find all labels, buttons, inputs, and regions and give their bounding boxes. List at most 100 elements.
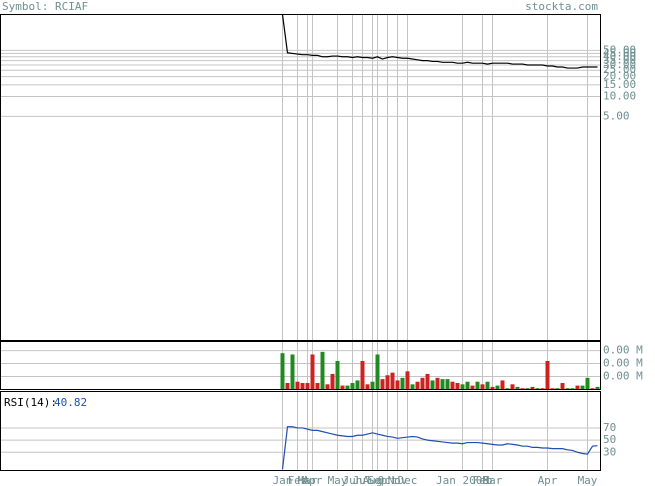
rsi-title: RSI(14):	[4, 396, 57, 409]
y-tick-label: 15.00	[603, 78, 636, 91]
y-tick-label: 25.00	[603, 63, 636, 76]
volume-bar	[565, 388, 570, 390]
volume-bar	[380, 379, 385, 390]
y-tick-label: 0.00 M	[603, 370, 643, 383]
volume-bar	[460, 384, 465, 390]
y-tick-label: 35.00	[603, 54, 636, 67]
volume-bar	[415, 381, 420, 390]
volume-bar	[515, 386, 520, 390]
volume-bar	[555, 388, 560, 390]
volume-bar	[340, 385, 345, 390]
y-tick-label: 0.00 M	[603, 344, 643, 357]
series-line	[281, 426, 598, 470]
x-tick-label: May	[328, 474, 348, 486]
volume-bar	[450, 381, 455, 390]
x-tick-label: Feb	[288, 474, 308, 486]
volume-bar	[315, 383, 320, 390]
volume-bar	[355, 380, 360, 390]
volume-bar	[470, 385, 475, 390]
volume-bar	[560, 383, 565, 390]
y-tick-label: 0.00 M	[603, 357, 643, 370]
x-tick-label: Apr	[538, 474, 558, 486]
y-tick-label: 45.00	[603, 46, 636, 59]
volume-bar	[535, 388, 540, 390]
y-tick-label: 5.00	[603, 109, 630, 122]
y-tick-label: 50	[603, 433, 616, 446]
volume-bar	[365, 384, 370, 390]
x-tick-label: Feb	[473, 474, 493, 486]
volume-bar	[585, 377, 590, 390]
panel-frame	[0, 341, 601, 390]
volume-bar	[445, 379, 450, 390]
y-tick-label: 50.00	[603, 43, 636, 56]
y-tick-label: 30	[603, 445, 616, 458]
volume-bar	[425, 373, 430, 390]
x-tick-label: Aug	[363, 474, 383, 486]
volume-bar	[480, 384, 485, 390]
volume-bar	[570, 388, 575, 390]
x-tick-label: Nov	[388, 474, 408, 486]
volume-bar	[490, 386, 495, 390]
volume-bar	[525, 388, 530, 390]
volume-bar	[510, 384, 515, 390]
volume-bar	[360, 360, 365, 390]
x-tick-label: Apr	[303, 474, 323, 486]
x-tick-label: Mar	[483, 474, 503, 486]
volume-bar	[345, 385, 350, 390]
volume-bar	[435, 377, 440, 390]
volume-bar	[295, 381, 300, 390]
volume-bar	[370, 381, 375, 390]
volume-bar	[375, 354, 380, 390]
x-tick-label: Mar	[298, 474, 318, 486]
chart-title: Symbol: RCIAF	[2, 0, 88, 13]
volume-bar	[300, 383, 305, 390]
series-line	[281, 14, 598, 69]
x-tick-label: Dec	[398, 474, 418, 486]
x-tick-label: Jan 2008	[436, 474, 489, 486]
volume-bar	[590, 388, 595, 390]
source: stockta.com	[525, 0, 598, 13]
volume-bar	[335, 360, 340, 390]
volume-bar	[305, 383, 310, 390]
volume-bar	[455, 383, 460, 390]
volume-bar	[395, 380, 400, 390]
y-tick-label: 70	[603, 421, 616, 434]
volume-bar	[475, 381, 480, 390]
volume-bar	[400, 377, 405, 390]
volume-bar	[320, 351, 325, 390]
volume-bar	[330, 373, 335, 390]
volume-bar	[485, 381, 490, 390]
panel-frame	[0, 14, 601, 341]
volume-bar	[580, 385, 585, 390]
volume-bar	[420, 377, 425, 390]
volume-bar	[575, 385, 580, 390]
volume-bar	[285, 383, 290, 390]
volume-bar	[465, 381, 470, 390]
rsi-value: 40.82	[54, 396, 87, 409]
volume-bar	[350, 383, 355, 390]
volume-bar	[410, 384, 415, 390]
volume-bar	[550, 388, 555, 390]
volume-bar	[595, 386, 600, 390]
volume-bar	[500, 380, 505, 390]
y-tick-label: 30.00	[603, 58, 636, 71]
panel-frame	[0, 391, 601, 471]
y-tick-label: 20.00	[603, 70, 636, 83]
volume-bar	[440, 379, 445, 390]
volume-bar	[505, 388, 510, 390]
volume-bar	[430, 380, 435, 390]
volume-bar	[325, 384, 330, 390]
volume-bar	[385, 375, 390, 390]
x-tick-label: Jul	[353, 474, 373, 486]
volume-bar	[520, 388, 525, 390]
x-tick-label: Oct	[378, 474, 398, 486]
volume-bar	[545, 360, 550, 390]
y-tick-label: 40.00	[603, 50, 636, 63]
volume-bar	[530, 386, 535, 390]
volume-bar	[310, 354, 315, 390]
x-tick-label: Jan	[273, 474, 293, 486]
volume-bar	[280, 353, 285, 390]
volume-bar	[390, 372, 395, 390]
volume-bar	[290, 354, 295, 390]
